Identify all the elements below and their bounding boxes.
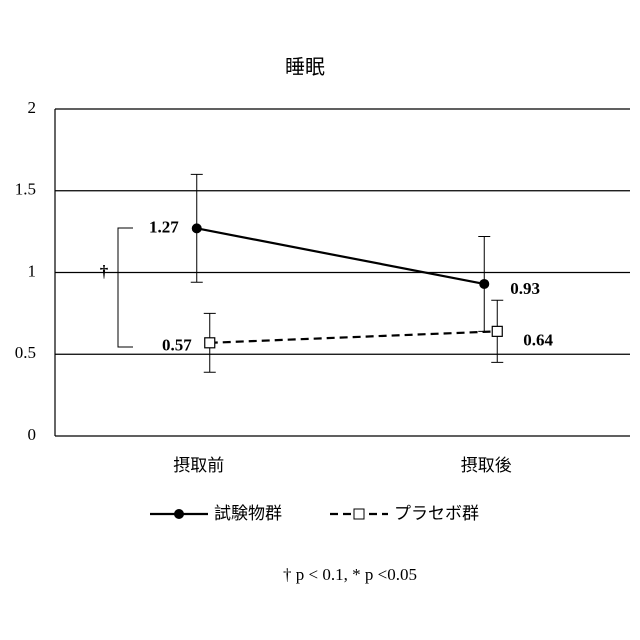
series-line [197, 228, 485, 284]
data-label: 0.93 [510, 279, 540, 298]
y-tick-label: 1.5 [15, 180, 36, 199]
y-tick-label: 0 [28, 425, 37, 444]
y-tick-label: 0.5 [15, 343, 36, 362]
chart-title: 睡眠 [285, 55, 325, 79]
x-tick-label: 摂取後 [461, 456, 512, 476]
legend-label: 試験物群 [214, 504, 282, 524]
marker [192, 223, 202, 233]
significance-mark: † [100, 262, 109, 281]
legend-label: プラセボ群 [394, 504, 479, 524]
marker [205, 338, 215, 348]
chart: 睡眠 † † p < 0.1, * p <0.05 0 0.5 1 1.5 2 摂取前 摂取… [0, 0, 640, 640]
y-tick-label: 2 [28, 98, 37, 117]
legend-marker [174, 509, 184, 519]
legend-marker [354, 509, 364, 519]
data-label: 0.57 [162, 336, 192, 355]
data-label: 1.27 [149, 217, 179, 236]
data-label: 0.64 [523, 330, 553, 349]
x-tick-label: 摂取前 [173, 456, 224, 476]
marker [479, 279, 489, 289]
footnote: † p < 0.1, * p <0.05 [283, 565, 417, 584]
series-line [210, 331, 498, 342]
marker [492, 326, 502, 336]
y-tick-label: 1 [28, 261, 37, 280]
significance-bracket [118, 228, 133, 347]
